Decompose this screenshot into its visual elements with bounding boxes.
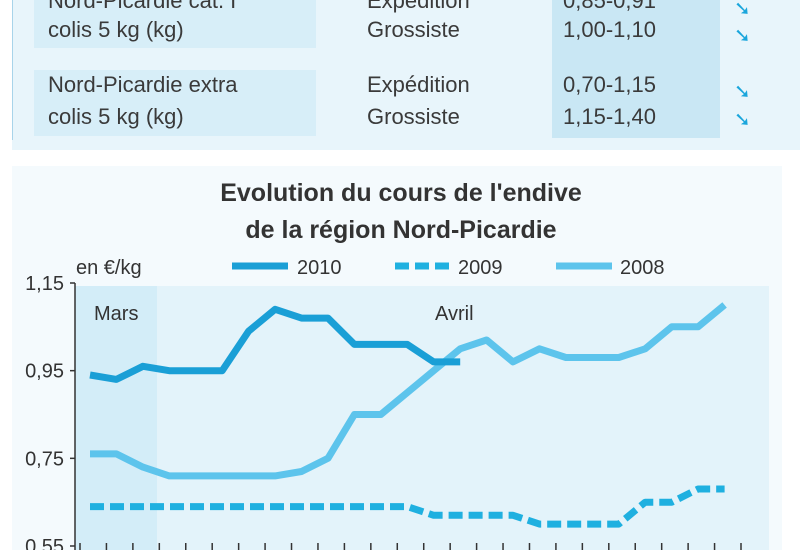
trend-down-icon: ➘ [734, 25, 751, 47]
price-value: 0,85-0,91 [563, 0, 656, 13]
product-label: colis 5 kg (kg) [48, 104, 184, 129]
legend-label-2010: 2010 [297, 257, 342, 279]
series-lines [89, 302, 727, 528]
series-line-2010 [89, 305, 461, 383]
market-label: Grossiste [367, 104, 460, 129]
price-table: Nord-Picardie cat. I colis 5 kg (kg) Exp… [12, 0, 800, 150]
period-label-mars: Mars [94, 303, 138, 325]
mars-period-band [75, 286, 157, 550]
chart-title-line1: Evolution du cours de l'endive [220, 179, 582, 207]
y-tick-label: 0,75 [25, 448, 64, 470]
price-value: 1,15-1,40 [563, 104, 656, 129]
trend-down-icon: ➘ [734, 81, 751, 103]
row-band [34, 70, 316, 136]
legend-label-2009: 2009 [458, 257, 503, 279]
period-label-avril: Avril [435, 303, 474, 325]
y-axis-unit: en €/kg [76, 257, 142, 279]
y-tick-label: 0,55 [25, 536, 64, 550]
y-axis-ticks: 1,15 0,95 0,75 0,55 [25, 273, 75, 550]
market-label: Grossiste [367, 17, 460, 42]
market-label: Expédition [367, 0, 470, 13]
product-label: Nord-Picardie cat. I [48, 0, 237, 13]
y-tick-label: 1,15 [25, 273, 64, 295]
product-label: Nord-Picardie extra [48, 72, 238, 97]
y-tick-label: 0,95 [25, 361, 64, 383]
x-axis-ticks [79, 543, 742, 550]
product-label: colis 5 kg (kg) [48, 17, 184, 42]
price-value: 1,00-1,10 [563, 17, 656, 42]
table-left-rule [12, 0, 13, 140]
chart-title-line2: de la région Nord-Picardie [245, 216, 556, 244]
market-label: Expédition [367, 72, 470, 97]
trend-down-icon: ➘ [734, 109, 751, 131]
legend-label-2008: 2008 [620, 257, 665, 279]
price-value: 0,70-1,15 [563, 72, 656, 97]
series-line-2008 [90, 302, 727, 480]
legend: 2010 2009 2008 [232, 257, 665, 279]
price-column-band [552, 0, 720, 138]
trend-down-icon: ➘ [734, 0, 751, 20]
series-line-2009 [90, 485, 725, 528]
row-band [34, 0, 316, 48]
